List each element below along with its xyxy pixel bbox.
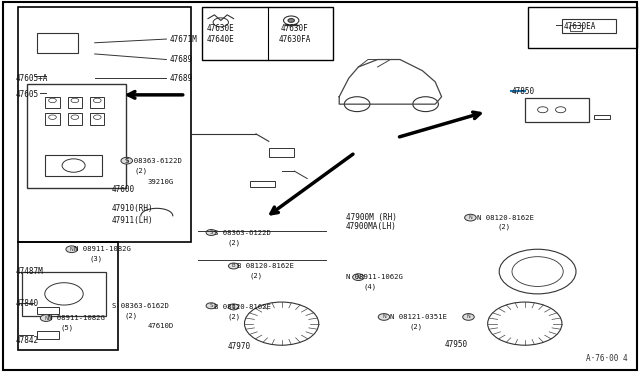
Bar — [36, 331, 60, 339]
Text: (2): (2) — [250, 273, 263, 279]
Text: 47900M (RH): 47900M (RH) — [346, 213, 396, 222]
Text: B 08120-8162E: B 08120-8162E — [237, 263, 294, 269]
Text: S: S — [125, 158, 128, 163]
Text: S 08363-6162D: S 08363-6162D — [112, 303, 169, 309]
Text: N: N — [356, 275, 360, 280]
Circle shape — [228, 263, 239, 269]
Text: 47689: 47689 — [170, 74, 193, 83]
Text: 47950: 47950 — [445, 340, 468, 349]
Text: 47842: 47842 — [16, 336, 39, 345]
Bar — [68, 97, 82, 108]
Text: 47911(LH): 47911(LH) — [112, 216, 154, 225]
Text: 47689: 47689 — [170, 55, 193, 64]
Circle shape — [66, 246, 77, 253]
Circle shape — [378, 314, 390, 320]
Circle shape — [40, 315, 52, 321]
Bar — [45, 113, 60, 125]
Circle shape — [121, 157, 132, 164]
Text: B 08120-8162E: B 08120-8162E — [214, 304, 271, 310]
Text: A·76·00 4: A·76·00 4 — [586, 354, 627, 363]
Text: 47640E: 47640E — [207, 35, 235, 44]
Bar — [594, 115, 610, 119]
Text: N: N — [468, 215, 472, 220]
Text: 47900MA(LH): 47900MA(LH) — [346, 222, 396, 231]
Circle shape — [288, 19, 294, 22]
Text: (2): (2) — [227, 239, 241, 246]
Text: S 08363-6122D: S 08363-6122D — [125, 158, 182, 164]
Text: B: B — [232, 263, 236, 269]
Text: (5): (5) — [61, 324, 74, 331]
Text: (2): (2) — [498, 224, 511, 230]
Text: N 08911-1062G: N 08911-1062G — [346, 274, 403, 280]
Circle shape — [465, 214, 476, 221]
Text: 47605: 47605 — [16, 90, 39, 99]
Text: 47671M: 47671M — [170, 35, 197, 44]
Bar — [525, 98, 589, 122]
Bar — [36, 32, 79, 53]
Bar — [250, 181, 275, 187]
Text: 47630E: 47630E — [207, 24, 235, 33]
Text: 47605+A: 47605+A — [16, 74, 49, 83]
Text: (2): (2) — [410, 323, 423, 330]
Bar — [570, 25, 582, 31]
Circle shape — [353, 274, 364, 280]
Bar — [90, 97, 104, 108]
Bar — [68, 113, 82, 125]
Text: (2): (2) — [227, 314, 241, 320]
Text: S: S — [209, 230, 213, 235]
Text: N: N — [467, 314, 470, 320]
Text: 47487M: 47487M — [16, 267, 44, 276]
Text: (3): (3) — [90, 255, 103, 262]
Text: N 08911-1082G: N 08911-1082G — [74, 246, 131, 252]
Text: 47910(RH): 47910(RH) — [112, 204, 154, 213]
Text: 47600: 47600 — [112, 185, 135, 194]
Bar — [45, 97, 60, 108]
Text: (2): (2) — [125, 312, 138, 319]
Text: N: N — [44, 315, 48, 321]
Text: 47850: 47850 — [512, 87, 535, 96]
Text: 47630F: 47630F — [280, 24, 308, 33]
Text: 47630EA: 47630EA — [563, 22, 596, 31]
Circle shape — [228, 304, 239, 310]
Bar — [90, 113, 104, 125]
Circle shape — [206, 303, 216, 309]
Text: (4): (4) — [364, 283, 377, 290]
Text: N 08120-8162E: N 08120-8162E — [477, 215, 534, 221]
Text: N 08911-1082G: N 08911-1082G — [48, 315, 105, 321]
Text: 39210G: 39210G — [147, 179, 173, 185]
Bar — [45, 155, 102, 176]
Text: 47840: 47840 — [16, 299, 39, 308]
Text: B: B — [232, 304, 236, 310]
FancyBboxPatch shape — [3, 2, 637, 370]
Circle shape — [206, 230, 216, 235]
Text: 47610D: 47610D — [147, 323, 173, 328]
Bar — [27, 84, 127, 188]
Text: N: N — [382, 314, 386, 320]
Text: 47630FA: 47630FA — [278, 35, 310, 44]
Text: (2): (2) — [134, 168, 148, 174]
Text: N 08121-0351E: N 08121-0351E — [390, 314, 447, 320]
Text: 47970: 47970 — [227, 342, 250, 351]
Text: S 08363-6122D: S 08363-6122D — [214, 230, 271, 235]
Bar — [269, 148, 294, 157]
Text: N: N — [70, 247, 74, 252]
Bar — [562, 19, 616, 33]
Bar — [22, 272, 106, 316]
Text: S: S — [209, 303, 213, 308]
Bar — [36, 307, 60, 314]
Circle shape — [463, 314, 474, 320]
